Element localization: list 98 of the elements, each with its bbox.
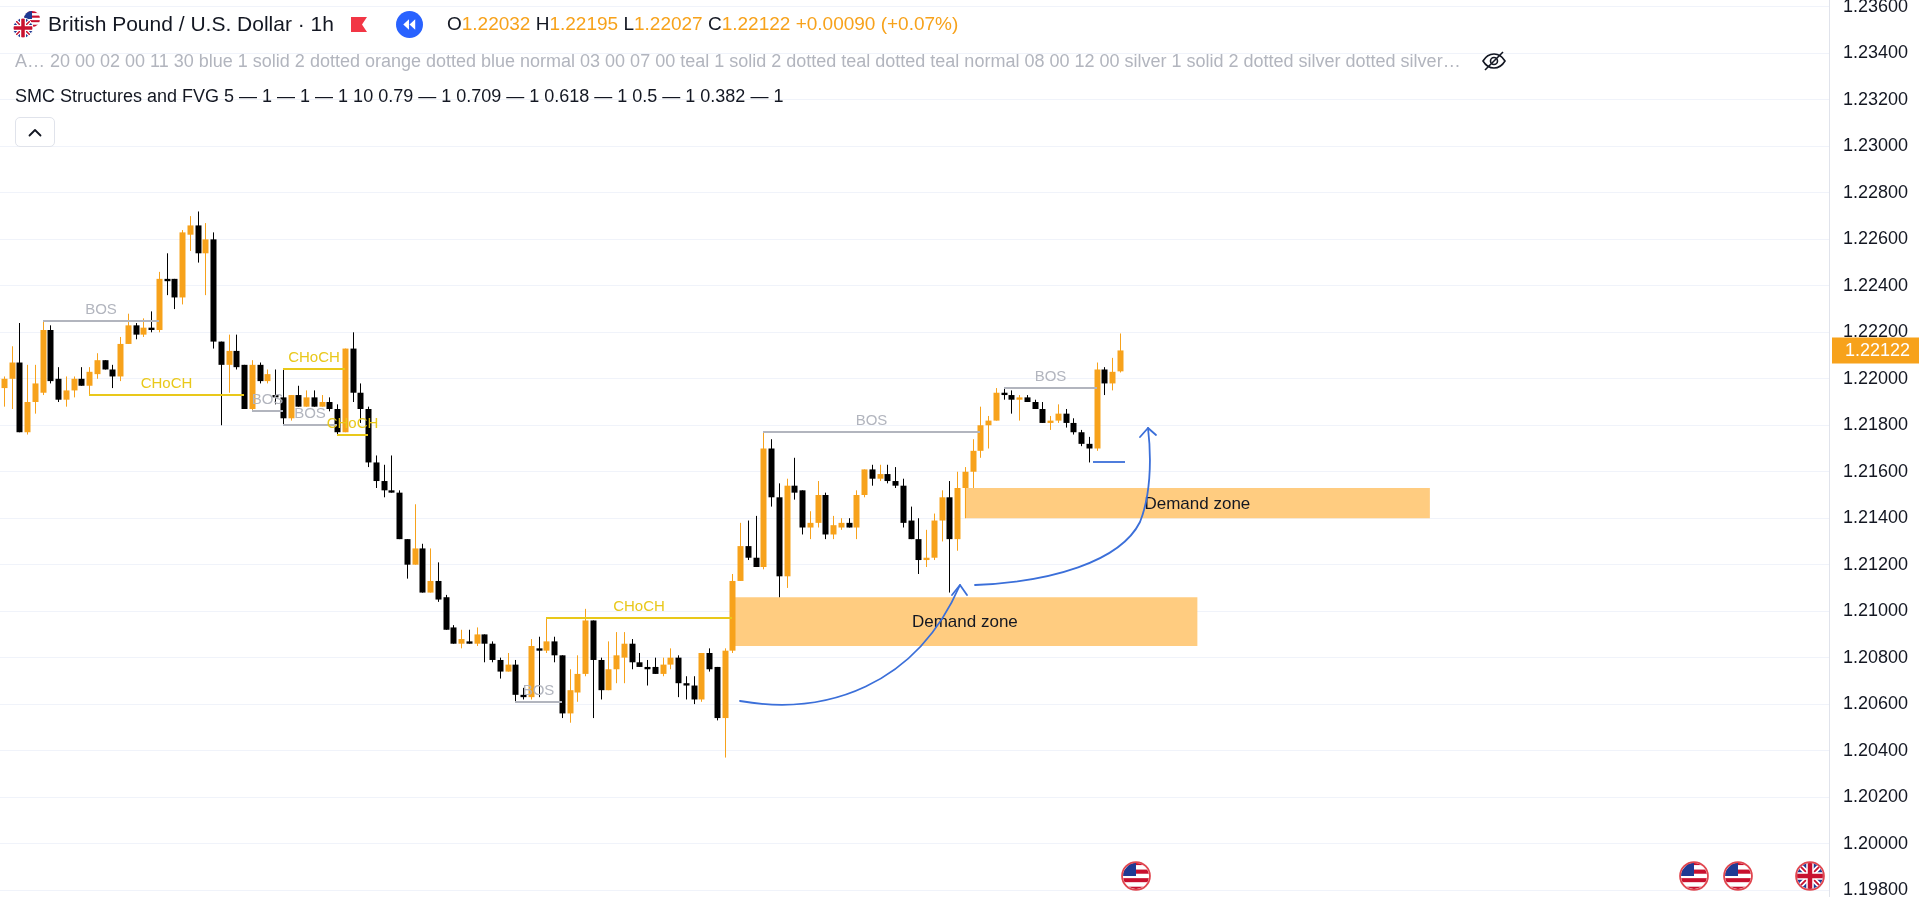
candlestick	[1055, 403, 1062, 424]
candlestick	[381, 464, 388, 498]
candlestick	[125, 313, 132, 345]
candlestick	[807, 510, 814, 540]
y-tick-label: 1.21000	[1843, 600, 1909, 621]
y-tick-label: 1.20800	[1843, 646, 1909, 667]
ref-line-label: CHoCH	[288, 347, 340, 365]
candlestick	[288, 394, 295, 422]
ref-line-label: CHoCH	[613, 596, 665, 614]
candlestick	[435, 561, 442, 603]
y-tick-label: 1.20400	[1843, 739, 1909, 760]
candlestick	[1039, 401, 1046, 424]
y-tick-label: 1.20000	[1843, 832, 1909, 853]
candlestick	[791, 457, 798, 501]
candlestick	[233, 334, 240, 370]
ref-line-label: BOS	[85, 299, 117, 317]
text: British Pound / U.S. Dollar · 1h	[48, 12, 334, 36]
candlestick	[745, 520, 752, 561]
candlestick	[683, 675, 690, 700]
candlestick	[497, 657, 504, 680]
y-tick-label: 1.20600	[1843, 693, 1909, 714]
y-tick-label: 1.21200	[1843, 553, 1909, 574]
y-tick-label: 1.22600	[1843, 228, 1909, 249]
candlestick	[892, 466, 899, 489]
candlestick	[140, 317, 147, 338]
y-tick-label: 1.23200	[1843, 88, 1909, 109]
candlestick	[884, 464, 891, 484]
candlestick	[427, 547, 434, 594]
band-label: Demand zone	[1144, 493, 1251, 513]
candlestick	[1, 375, 8, 408]
annotation: O1.22032 H1.22195 L1.22027 C1.22122 +0.00090 (+0.07%)	[446, 13, 959, 34]
candlestick	[505, 652, 512, 673]
candlestick	[1086, 436, 1093, 463]
candlestick	[691, 675, 698, 705]
candlestick	[109, 364, 116, 389]
ref-line-label: BOS	[855, 410, 888, 428]
annotation: SMC Structures and FVG 5 — 1 — 1 — 1 10 0.79 — 1 0.709 — 1 0.618 — 1 0.5 — 1 0.382 — 1	[15, 85, 784, 107]
candlestick	[629, 638, 636, 670]
candlestick	[1109, 357, 1116, 391]
candlestick	[63, 375, 70, 408]
candlestick	[908, 506, 915, 540]
candlestick	[1063, 408, 1070, 429]
y-tick-label: 1.19800	[1843, 879, 1909, 897]
text: 1.22122	[1845, 340, 1911, 361]
y-tick-label: 1.23600	[1843, 0, 1909, 16]
ref-line-label: BOS	[294, 403, 326, 421]
candlestick	[613, 631, 620, 684]
y-tick-label: 1.22400	[1843, 274, 1909, 295]
candlestick	[939, 489, 946, 542]
candlestick	[257, 362, 264, 384]
candlestick	[667, 647, 674, 670]
candlestick	[830, 515, 837, 540]
candlestick	[474, 626, 481, 647]
y-tick-label: 1.21600	[1843, 460, 1909, 481]
candlestick	[388, 454, 395, 494]
candlestick	[1016, 394, 1023, 422]
candlestick	[605, 640, 612, 691]
y-tick-label: 1.22200	[1843, 321, 1909, 342]
candlestick	[660, 657, 667, 677]
y-tick-label: 1.22800	[1843, 181, 1909, 202]
y-tick-label: 1.21800	[1843, 414, 1909, 435]
candlestick	[915, 517, 922, 575]
candlestick	[226, 334, 233, 394]
candlestick	[706, 647, 713, 673]
candlestick	[458, 629, 465, 649]
y-tick-label: 1.21400	[1843, 507, 1909, 528]
y-tick-label: 1.23000	[1843, 135, 1909, 156]
candlestick	[543, 617, 550, 654]
candlestick	[1008, 389, 1015, 415]
candlestick	[86, 366, 93, 396]
y-tick-label: 1.23400	[1843, 42, 1909, 63]
candlestick	[9, 345, 16, 410]
candlestick	[1101, 366, 1108, 396]
candlestick	[1117, 332, 1124, 374]
ref-line-label: CHoCH	[140, 373, 193, 391]
candlestick	[94, 352, 101, 380]
candlestick	[962, 466, 969, 519]
candlestick	[970, 438, 977, 489]
candlestick	[489, 640, 496, 663]
candlestick	[753, 515, 760, 568]
annotation: A… 20 00 02 00 11 30 blue 1 solid 2 dotted orange dotted blue normal 03 00 07 00 teal 1 solid 2 dotted teal dotted teal normal 08 00 12 00 silver 1 solid 2 dotted silver dotted silver…	[15, 50, 1461, 72]
candlestick	[78, 366, 85, 387]
candlestick	[551, 636, 558, 663]
candlestick	[373, 454, 380, 489]
candlestick	[295, 385, 302, 408]
candlestick	[412, 503, 419, 566]
candlestick	[621, 631, 628, 684]
candlestick	[218, 341, 225, 426]
candlestick	[71, 375, 78, 398]
candlestick	[55, 366, 62, 403]
candlestick	[481, 633, 488, 663]
y-tick-label: 1.22000	[1843, 367, 1909, 388]
ref-line-label: BOS	[1034, 366, 1067, 384]
candlestick	[202, 222, 209, 296]
candlestick	[32, 364, 39, 415]
candlestick	[869, 464, 876, 487]
y-tick-label: 1.20200	[1843, 786, 1909, 807]
candlestick	[187, 215, 194, 252]
